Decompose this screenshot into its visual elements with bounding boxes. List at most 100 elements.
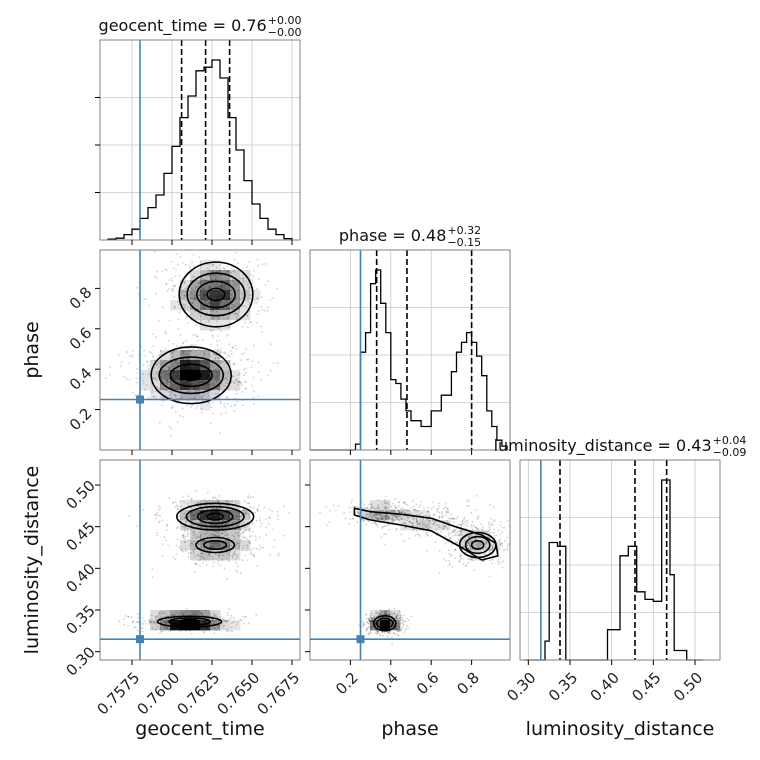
scatter-point [438, 524, 440, 526]
scatter-point [242, 509, 245, 511]
scatter-point [466, 525, 469, 528]
scatter-point [203, 498, 206, 501]
scatter-point [383, 520, 386, 522]
scatter-point [467, 557, 470, 560]
scatter-point [202, 518, 205, 521]
scatter-point [395, 507, 397, 509]
scatter-point [178, 362, 181, 365]
scatter-point [238, 381, 240, 384]
scatter-point [484, 542, 487, 545]
scatter-point [172, 613, 174, 616]
scatter-point [387, 503, 390, 505]
scatter-point [388, 608, 391, 611]
scatter-point [215, 310, 218, 313]
scatter-point [418, 514, 421, 516]
scatter-point [144, 622, 147, 625]
scatter-point [214, 368, 217, 371]
scatter-point [471, 526, 473, 528]
scatter-point [195, 517, 198, 520]
scatter-point [167, 369, 170, 372]
scatter-point [173, 393, 176, 396]
scatter-point [228, 516, 231, 518]
scatter-point [444, 535, 447, 538]
density-cell [480, 540, 491, 551]
scatter-point [221, 623, 224, 625]
scatter-point [383, 611, 386, 614]
density-cell [150, 610, 161, 621]
scatter-point [267, 280, 270, 283]
scatter-point [163, 612, 166, 614]
scatter-point [438, 516, 441, 519]
scatter-point [393, 607, 396, 610]
scatter-point [240, 359, 242, 362]
scatter-point [373, 521, 376, 524]
scatter-point [149, 620, 152, 623]
scatter-point [190, 382, 193, 385]
scatter-point [244, 616, 247, 619]
scatter-point [369, 617, 372, 620]
scatter-point [220, 413, 223, 416]
scatter-point [153, 250, 156, 253]
scatter-point [225, 619, 228, 622]
scatter-point [453, 530, 456, 533]
scatter-point [236, 571, 239, 574]
scatter-point [260, 378, 263, 381]
scatter-point [391, 519, 394, 522]
contour-line [206, 287, 226, 302]
scatter-point [416, 533, 419, 536]
scatter-point [394, 628, 397, 630]
scatter-point [456, 534, 459, 536]
scatter-point [171, 406, 174, 409]
scatter-point [220, 533, 223, 535]
scatter-point [244, 536, 247, 539]
scatter-point [193, 514, 196, 517]
scatter-point [179, 366, 182, 369]
density-cell [190, 280, 201, 291]
scatter-point [185, 339, 188, 342]
scatter-point [504, 548, 507, 551]
scatter-point [243, 520, 245, 523]
scatter-point [184, 550, 187, 553]
scatter-point [130, 615, 133, 618]
scatter-point [205, 563, 208, 566]
scatter-point [381, 527, 384, 529]
scatter-point [161, 555, 164, 557]
density-cell [210, 510, 221, 521]
scatter-point [472, 524, 475, 526]
scatter-point [152, 377, 155, 380]
scatter-point [135, 621, 138, 624]
scatter-point [212, 619, 214, 622]
scatter-point [393, 514, 395, 517]
scatter-point [381, 631, 384, 634]
scatter-point [502, 549, 505, 552]
scatter-point [209, 355, 212, 358]
scatter-point [376, 508, 379, 510]
scatter-point [369, 631, 372, 634]
scatter-point [460, 523, 463, 526]
scatter-point [246, 266, 248, 269]
scatter-point [460, 525, 463, 528]
density-cell [220, 380, 231, 391]
scatter-point [392, 519, 395, 522]
scatter-point [200, 552, 203, 555]
scatter-point [471, 520, 474, 523]
scatter-point [384, 622, 387, 625]
scatter-point [193, 264, 196, 267]
scatter-point [221, 532, 224, 535]
scatter-point [197, 367, 199, 370]
scatter-point [384, 516, 387, 519]
scatter-point [236, 621, 239, 624]
scatter-point [483, 553, 486, 556]
scatter-point [221, 532, 224, 535]
scatter-point [165, 382, 168, 385]
scatter-point [191, 375, 194, 378]
scatter-point [459, 558, 462, 560]
scatter-point [216, 523, 218, 526]
scatter-point [160, 630, 163, 633]
scatter-point [393, 510, 395, 512]
scatter-point [397, 625, 400, 628]
scatter-point [383, 621, 386, 624]
scatter-point [213, 301, 216, 304]
scatter-point [370, 617, 373, 620]
scatter-point [243, 305, 246, 307]
